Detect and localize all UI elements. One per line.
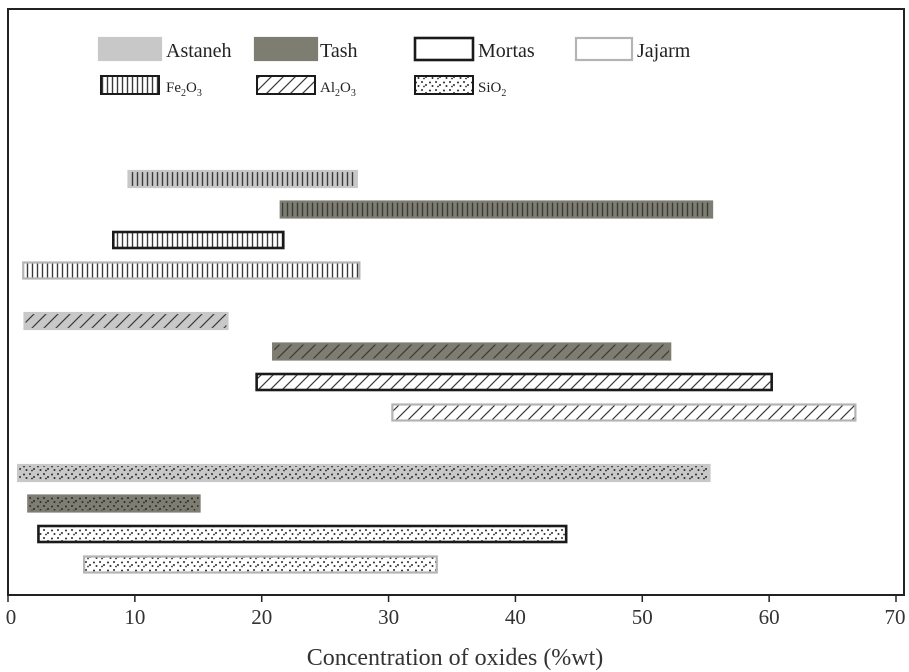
range-bar-fe2o3-tash bbox=[279, 200, 714, 219]
range-bar-sio2-tash bbox=[27, 494, 201, 513]
legend-item-tash: Tash bbox=[253, 36, 357, 62]
range-bar-pattern bbox=[27, 494, 201, 513]
range-bar-pattern bbox=[279, 200, 714, 219]
x-tick-label: 50 bbox=[632, 605, 653, 629]
range-bar-pattern bbox=[83, 555, 438, 574]
legend-oxide-label: Fe2O3 bbox=[166, 80, 202, 99]
legend-label: Tash bbox=[320, 40, 357, 62]
range-bar-al2o3-astaneh bbox=[23, 311, 229, 331]
legend-label: Mortas bbox=[478, 40, 535, 62]
range-bar-pattern bbox=[255, 372, 773, 392]
range-bar-pattern bbox=[17, 463, 711, 483]
legend-swatch bbox=[574, 36, 634, 62]
legend-swatch bbox=[97, 36, 163, 62]
legend-label: Jajarm bbox=[637, 40, 691, 62]
range-bar-pattern bbox=[37, 524, 568, 544]
legend-oxide-label: Al2O3 bbox=[320, 80, 356, 99]
range-bar-sio2-mortas bbox=[37, 524, 568, 544]
x-axis-ticks bbox=[7, 595, 897, 602]
legend-label: Astaneh bbox=[166, 40, 232, 62]
legend-item-astaneh: Astaneh bbox=[97, 36, 232, 62]
legend-swatch bbox=[253, 36, 319, 62]
x-tick-label: 0 bbox=[6, 605, 17, 629]
legend-item-oxide-1: Al2O3 bbox=[256, 75, 356, 99]
x-tick-label: 60 bbox=[759, 605, 780, 629]
x-tick-label: 10 bbox=[124, 605, 145, 629]
legend-oxide-swatch bbox=[256, 75, 316, 95]
range-bar-pattern bbox=[127, 169, 358, 189]
range-bar-fe2o3-astaneh bbox=[127, 169, 358, 189]
range-bar-pattern bbox=[22, 261, 361, 280]
range-bar-pattern bbox=[23, 311, 229, 331]
legend-item-mortas: Mortas bbox=[413, 36, 535, 62]
legend-oxide-swatch bbox=[100, 75, 160, 95]
range-bar-pattern bbox=[391, 403, 857, 422]
x-axis-label: Concentration of oxides (%wt) bbox=[307, 645, 604, 671]
x-axis-tick-labels: 0 10 20 30 40 50 60 70 bbox=[6, 605, 906, 629]
range-bar-fe2o3-jajarm bbox=[22, 261, 361, 280]
range-bar-al2o3-mortas bbox=[255, 372, 773, 392]
legend-item-jajarm: Jajarm bbox=[574, 36, 691, 62]
legend: Astaneh Tash Mortas Jajarm Fe2O3 Al2O3 SiO2 bbox=[97, 36, 691, 99]
legend-oxide-swatch bbox=[414, 75, 474, 95]
range-bar-al2o3-tash bbox=[272, 342, 672, 361]
range-bar-pattern bbox=[272, 342, 672, 361]
range-bars bbox=[17, 169, 857, 574]
range-bar-fe2o3-mortas bbox=[111, 230, 285, 250]
x-tick-label: 40 bbox=[505, 605, 526, 629]
x-tick-label: 70 bbox=[885, 605, 906, 629]
range-bar-pattern bbox=[111, 230, 285, 250]
range-bar-al2o3-jajarm bbox=[391, 403, 857, 422]
plot-area-frame bbox=[7, 8, 905, 596]
legend-oxide-label: SiO2 bbox=[478, 80, 506, 99]
legend-item-oxide-2: SiO2 bbox=[414, 75, 506, 99]
legend-item-oxide-0: Fe2O3 bbox=[100, 75, 202, 99]
legend-swatch bbox=[413, 36, 475, 62]
range-bar-sio2-astaneh bbox=[17, 463, 711, 483]
x-tick-label: 30 bbox=[378, 605, 399, 629]
x-tick-label: 20 bbox=[251, 605, 272, 629]
range-bar-sio2-jajarm bbox=[83, 555, 438, 574]
